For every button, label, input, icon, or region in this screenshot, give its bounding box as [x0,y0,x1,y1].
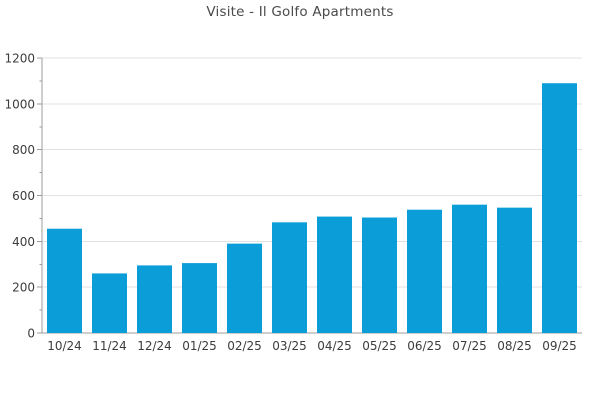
chart-bar [137,265,172,333]
x-tick-label: 02/25 [227,339,262,353]
y-tick-label: 600 [12,189,35,203]
x-tick-label: 06/25 [407,339,442,353]
chart-bar [542,83,577,334]
y-tick-label: 1200 [4,52,35,66]
chart-bar [497,207,532,333]
chart-bar [407,209,442,333]
y-tick-label: 800 [12,143,35,157]
chart-bar [227,243,262,334]
chart-bar [452,204,487,333]
x-tick-label: 08/25 [497,339,532,353]
y-tick-label: 200 [12,281,35,295]
chart-bar [272,222,307,333]
x-tick-label: 01/25 [182,339,217,353]
y-tick-label: 1000 [4,97,35,111]
chart-bar [317,216,352,333]
x-tick-label: 04/25 [317,339,352,353]
x-tick-label: 10/24 [47,339,82,353]
x-tick-label: 09/25 [542,339,577,353]
chart-title: Visite - Il Golfo Apartments [206,4,394,20]
x-tick-label: 12/24 [137,339,172,353]
y-tick-label: 400 [12,235,35,249]
chart-bar [182,263,217,333]
x-tick-label: 05/25 [362,339,397,353]
x-tick-label: 11/24 [92,339,127,353]
y-tick-label: 0 [27,327,35,341]
chart-bar [362,217,397,333]
chart-bar [47,228,82,333]
x-tick-label: 03/25 [272,339,307,353]
x-tick-label: 07/25 [452,339,487,353]
chart-bar [92,273,127,333]
